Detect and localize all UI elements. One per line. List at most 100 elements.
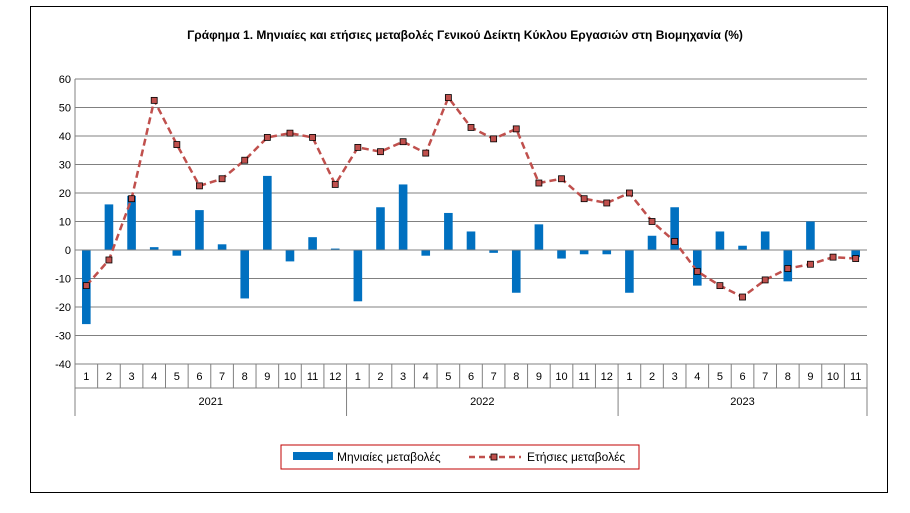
y-tick-label: -20 xyxy=(55,302,71,314)
monthly-bar xyxy=(692,250,702,286)
monthly-bar xyxy=(851,250,860,258)
monthly-bar xyxy=(806,221,815,250)
x-tick-label: 10 xyxy=(284,371,296,383)
x-tick-label: 2 xyxy=(649,371,655,383)
monthly-bar xyxy=(715,231,725,250)
monthly-bar xyxy=(511,250,521,293)
annual-point xyxy=(761,276,769,284)
annual-point xyxy=(467,124,475,131)
x-tick-label: 4 xyxy=(151,371,157,383)
group-label: 2022 xyxy=(470,396,494,408)
annual-point xyxy=(852,255,860,262)
monthly-bar xyxy=(421,250,431,256)
x-tick-label: 2 xyxy=(106,371,112,383)
annual-point xyxy=(693,267,701,275)
monthly-bar xyxy=(647,235,657,250)
monthly-bar xyxy=(308,237,317,250)
gridlines xyxy=(75,78,867,365)
annual-point xyxy=(309,134,317,141)
monthly-bar xyxy=(738,245,747,250)
annual-point xyxy=(128,195,135,203)
monthly-bar xyxy=(353,250,363,302)
annual-point xyxy=(626,189,633,197)
y-tick-label: 30 xyxy=(59,160,71,172)
x-tick-label: 3 xyxy=(129,371,135,383)
monthly-bar xyxy=(127,195,136,250)
annual-point xyxy=(422,149,430,157)
annual-point xyxy=(558,175,565,183)
legend-marker-annual xyxy=(490,453,498,461)
x-tick-label: 1 xyxy=(355,371,361,383)
monthly-bar xyxy=(466,231,476,250)
group-label: 2021 xyxy=(199,396,223,408)
annual-point xyxy=(196,182,203,190)
x-tick-label: 5 xyxy=(717,371,723,383)
monthly-bar xyxy=(149,247,159,250)
y-tick-label: 60 xyxy=(59,74,71,86)
x-tick-label: 8 xyxy=(513,371,519,383)
y-tick-label: -30 xyxy=(55,331,71,343)
annual-point xyxy=(331,181,339,188)
monthly-bar xyxy=(534,224,544,250)
monthly-bar xyxy=(557,250,566,259)
annual-point xyxy=(82,282,90,290)
monthly-bar xyxy=(670,207,679,250)
x-tick-label: 1 xyxy=(626,371,632,383)
legend-label-annual: Ετήσιες μεταβολές xyxy=(527,450,625,464)
x-tick-label: 4 xyxy=(694,371,700,383)
x-tick-label: 5 xyxy=(174,371,180,383)
annual-point xyxy=(671,238,679,245)
chart-frame: Γράφημα 1. Μηνιαίες και ετήσιες μεταβολέ… xyxy=(30,6,888,493)
annual-point xyxy=(716,282,724,290)
monthly-bar xyxy=(263,175,272,250)
monthly-bar xyxy=(444,212,453,250)
monthly-bar xyxy=(625,250,634,293)
annual-point xyxy=(829,253,837,261)
annual-point xyxy=(150,96,158,104)
annual-point xyxy=(173,141,181,148)
monthly-bar xyxy=(240,250,250,299)
x-tick-label: 5 xyxy=(445,371,451,383)
x-tick-label: 2 xyxy=(377,371,383,383)
y-tick-label: 40 xyxy=(59,131,71,143)
chart-title: Γράφημα 1. Μηνιαίες και ετήσιες μεταβολέ… xyxy=(187,28,743,42)
monthly-bar xyxy=(760,231,770,250)
x-tick-label: 6 xyxy=(739,371,745,383)
x-tick-label: 10 xyxy=(827,371,839,383)
annual-point xyxy=(105,256,113,264)
x-tick-label: 10 xyxy=(555,371,567,383)
annual-point xyxy=(218,175,226,183)
annual-point xyxy=(377,148,384,156)
x-tick-label: 8 xyxy=(785,371,791,383)
x-tick-label: 8 xyxy=(242,371,248,383)
monthly-bar xyxy=(376,207,385,250)
annual-point xyxy=(648,218,656,225)
x-tick-label: 9 xyxy=(264,371,270,383)
x-tick-label: 12 xyxy=(329,371,341,383)
annual-point xyxy=(512,125,520,133)
x-tick-label: 4 xyxy=(423,371,429,383)
line-series xyxy=(82,94,860,301)
legend-swatch-monthly xyxy=(293,452,333,460)
legend-box xyxy=(280,444,640,470)
y-tick-label: 10 xyxy=(59,217,71,229)
y-tick-label: -10 xyxy=(55,274,71,286)
annual-point xyxy=(580,195,588,203)
monthly-bar xyxy=(172,250,182,256)
chart: Γράφημα 1. Μηνιαίες και ετήσιες μεταβολέ… xyxy=(55,28,868,470)
x-tick-label: 7 xyxy=(762,371,768,383)
monthly-bar xyxy=(217,244,227,250)
annual-point xyxy=(807,260,814,268)
annual-point xyxy=(286,129,294,137)
x-tick-label: 11 xyxy=(307,371,318,383)
y-tick-label: 50 xyxy=(59,103,71,115)
annual-point xyxy=(490,135,498,143)
x-tick-label: 9 xyxy=(536,371,542,383)
monthly-bar xyxy=(398,184,408,250)
annual-point xyxy=(399,138,407,146)
x-tick-label: 12 xyxy=(601,371,613,383)
x-tick-label: 6 xyxy=(468,371,474,383)
y-tick-label: 20 xyxy=(59,188,71,200)
monthly-bar xyxy=(579,250,589,255)
x-tick-label: 7 xyxy=(219,371,225,383)
